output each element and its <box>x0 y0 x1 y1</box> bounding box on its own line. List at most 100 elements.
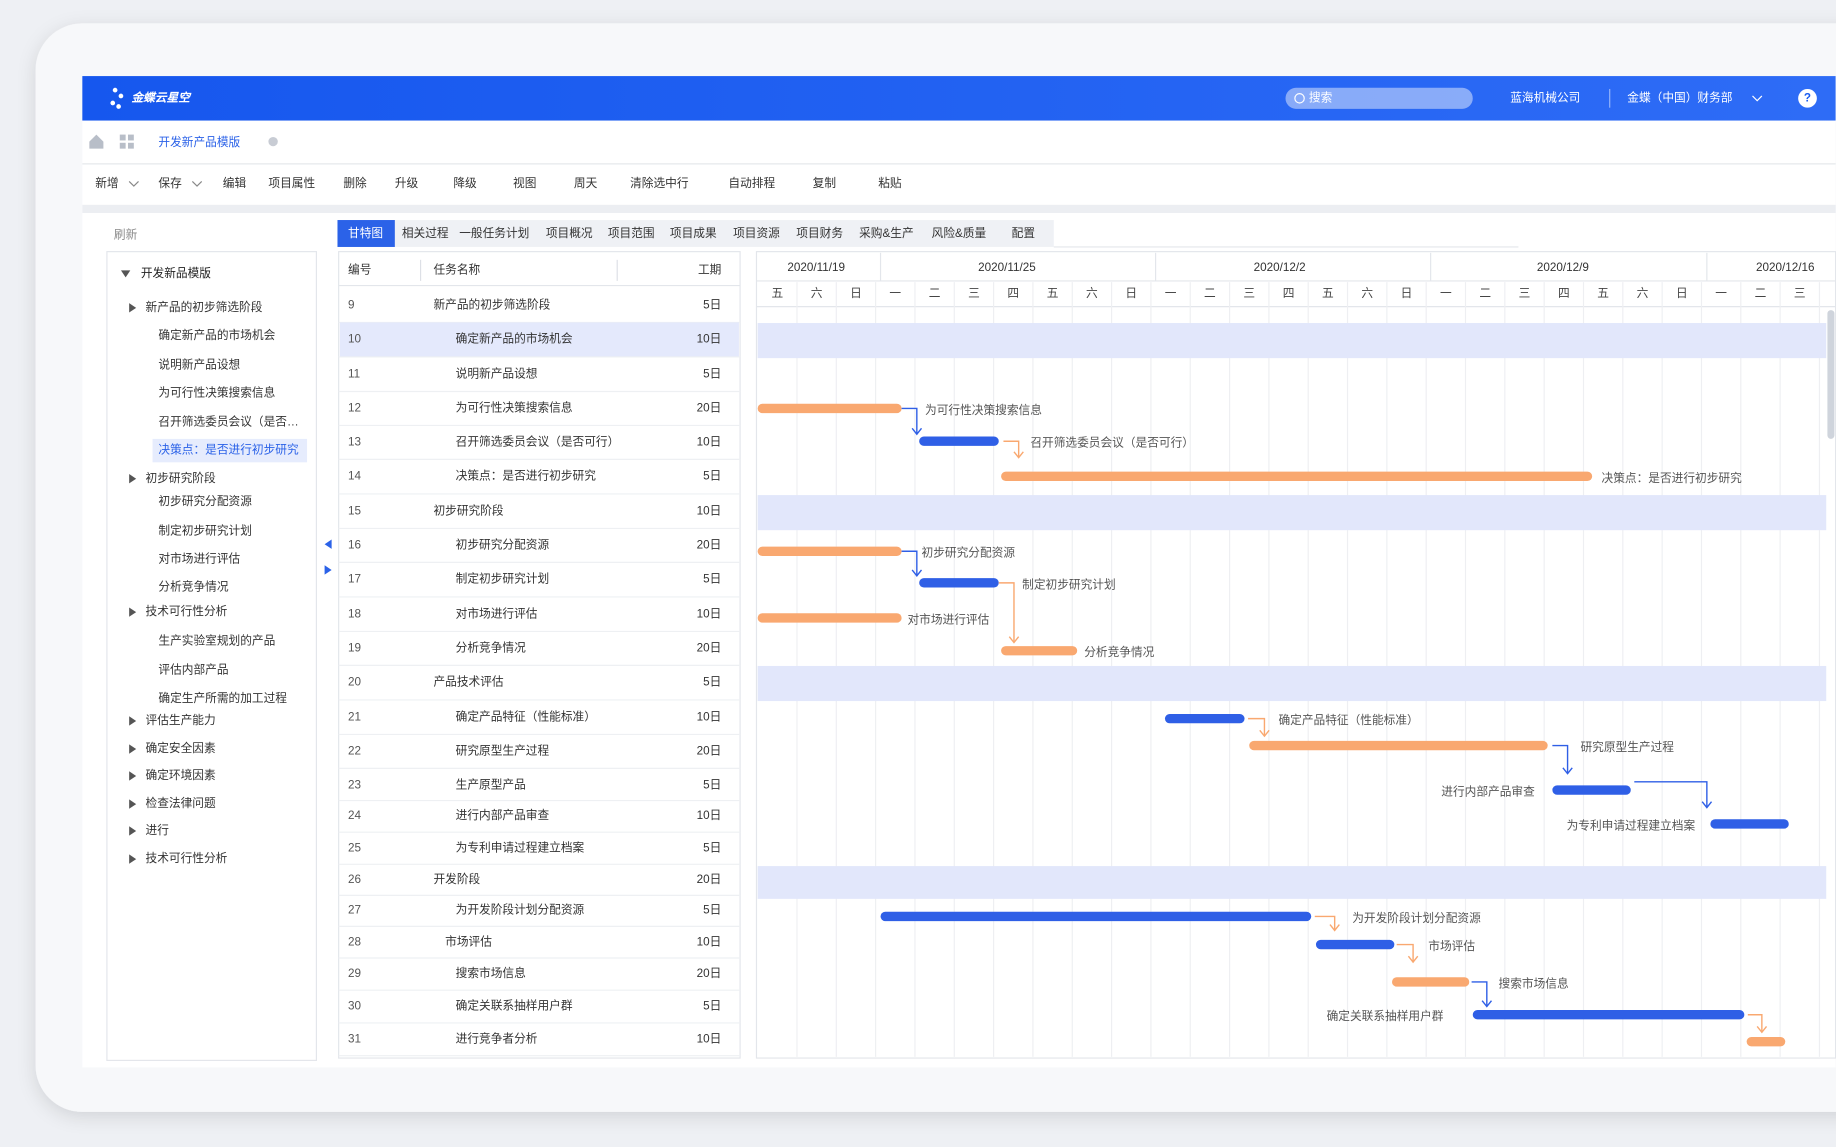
gantt-bar[interactable] <box>1710 819 1789 829</box>
tab[interactable]: 一般任务计划 <box>459 226 529 240</box>
toolbar-button[interactable]: 复制 <box>813 177 836 190</box>
tab-close[interactable] <box>268 136 278 147</box>
tree-item[interactable]: 决策点：是否进行初步研究 <box>158 443 299 457</box>
company[interactable]: 蓝海机械公司 <box>1510 90 1580 104</box>
task-id[interactable]: 25 <box>348 842 362 855</box>
task-id[interactable]: 21 <box>348 711 361 724</box>
tree-item[interactable]: 技术可行性分析 <box>146 604 228 618</box>
scrollbar[interactable] <box>1827 310 1835 439</box>
task-id[interactable]: 29 <box>348 967 361 980</box>
task-id[interactable]: 17 <box>348 572 361 585</box>
task-duration[interactable]: 5日 <box>703 1000 721 1013</box>
task-id[interactable]: 22 <box>348 744 361 757</box>
toolbar-button[interactable]: 自动排程 <box>728 176 775 190</box>
gantt-bar[interactable] <box>757 546 902 556</box>
toolbar-button[interactable]: 升级 <box>395 177 419 190</box>
task-id[interactable]: 24 <box>348 809 362 822</box>
tree-root[interactable]: 开发新品模版 <box>141 266 211 280</box>
tree-item[interactable]: 检查法律问题 <box>146 796 216 810</box>
task-name[interactable]: 确定产品特征（性能标准） <box>456 710 596 724</box>
task-duration[interactable]: 20日 <box>697 641 722 654</box>
tab[interactable]: 项目财务 <box>796 226 843 240</box>
task-id[interactable]: 28 <box>348 935 361 948</box>
task-duration[interactable]: 10日 <box>697 1032 722 1045</box>
toolbar-button[interactable]: 保存 <box>158 176 182 190</box>
task-id[interactable]: 16 <box>348 539 361 552</box>
task-name[interactable]: 说明新产品设想 <box>456 367 538 381</box>
task-duration[interactable]: 5日 <box>703 572 721 585</box>
task-name[interactable]: 为开发阶段计划分配资源 <box>456 903 585 917</box>
gantt-bar[interactable] <box>1315 939 1395 950</box>
task-duration[interactable]: 10日 <box>697 333 722 346</box>
task-name[interactable]: 初步研究分配资源 <box>456 538 550 552</box>
gantt-bar[interactable] <box>880 911 1312 922</box>
gantt-bar[interactable] <box>919 578 999 588</box>
toolbar-button[interactable]: 新增 <box>95 176 118 190</box>
task-id[interactable]: 23 <box>348 778 361 791</box>
gantt-bar[interactable] <box>1001 646 1078 656</box>
gantt-bar[interactable] <box>919 436 999 446</box>
tab[interactable]: 项目概况 <box>546 227 593 240</box>
tree-item[interactable]: 说明新产品设想 <box>158 357 240 371</box>
gantt-bar[interactable] <box>1392 977 1470 987</box>
search-box[interactable] <box>1285 87 1473 109</box>
toolbar-button[interactable]: 编辑 <box>223 176 247 190</box>
task-id[interactable]: 14 <box>348 469 362 482</box>
toolbar-button[interactable]: 降级 <box>453 176 477 190</box>
task-duration[interactable]: 10日 <box>697 935 722 948</box>
tab[interactable]: 风险&质量 <box>932 226 987 240</box>
task-id[interactable]: 20 <box>348 675 362 688</box>
gantt-bar[interactable] <box>1164 713 1245 724</box>
task-duration[interactable]: 5日 <box>703 904 721 917</box>
task-id[interactable]: 18 <box>348 608 361 621</box>
task-duration[interactable]: 10日 <box>697 711 722 724</box>
org[interactable]: 金蝶（中国）财务部 <box>1627 90 1733 104</box>
tab[interactable]: 采购&生产 <box>859 226 914 240</box>
toolbar-button[interactable]: 删除 <box>343 176 367 190</box>
task-duration[interactable]: 20日 <box>697 744 722 757</box>
task-duration[interactable]: 5日 <box>703 469 721 482</box>
toolbar-button[interactable]: 清除选中行 <box>630 176 689 190</box>
task-name[interactable]: 进行内部产品审查 <box>456 808 550 822</box>
task-name[interactable]: 进行竞争者分析 <box>456 1031 538 1045</box>
task-name[interactable]: 确定关联系抽样用户群 <box>456 999 573 1013</box>
task-name[interactable]: 制定初步研究计划 <box>456 571 550 585</box>
tab[interactable]: 甘特图 <box>348 226 383 240</box>
tree-item[interactable]: 初步研究阶段 <box>146 471 216 485</box>
help-icon[interactable]: ? <box>1804 91 1811 104</box>
gantt-bar[interactable] <box>1552 785 1631 795</box>
tree-item[interactable]: 召开筛选委员会议（是否… <box>158 415 298 429</box>
toolbar-button[interactable]: 视图 <box>513 176 536 190</box>
gantt-bar[interactable] <box>1746 1036 1786 1047</box>
gantt-bar[interactable] <box>1001 471 1593 482</box>
expand-arrow[interactable] <box>324 565 332 575</box>
task-name[interactable]: 初步研究阶段 <box>433 504 503 518</box>
task-id[interactable]: 19 <box>348 641 361 654</box>
help-button[interactable] <box>1798 88 1817 108</box>
tree-item[interactable]: 确定安全因素 <box>146 741 216 755</box>
task-id[interactable]: 31 <box>348 1032 361 1045</box>
tree-item[interactable]: 为可行性决策搜索信息 <box>158 385 275 399</box>
task-name[interactable]: 新产品的初步筛选阶段 <box>433 298 550 312</box>
task-duration[interactable]: 5日 <box>703 778 721 791</box>
tab[interactable]: 项目范围 <box>608 226 655 240</box>
apps-icon[interactable] <box>119 142 126 149</box>
task-duration[interactable]: 20日 <box>697 967 722 980</box>
page-tab[interactable]: 开发新产品模版 <box>158 135 240 149</box>
tree-item[interactable]: 生产实验室规划的产品 <box>158 633 275 647</box>
task-id[interactable]: 27 <box>348 904 361 917</box>
task-duration[interactable]: 20日 <box>697 539 722 552</box>
gantt-bar[interactable] <box>1249 740 1548 751</box>
task-duration[interactable]: 5日 <box>703 675 721 688</box>
task-name[interactable]: 为可行性决策搜索信息 <box>456 401 573 415</box>
task-duration[interactable]: 10日 <box>697 505 722 518</box>
toolbar-button[interactable]: 粘贴 <box>878 176 902 190</box>
tab[interactable]: 相关过程 <box>402 226 449 240</box>
refresh-button[interactable]: 刷新 <box>114 227 138 241</box>
toolbar-button[interactable]: 项目属性 <box>268 176 315 190</box>
task-id[interactable]: 26 <box>348 873 361 886</box>
tree-item[interactable]: 新产品的初步筛选阶段 <box>146 300 263 314</box>
gantt-bar[interactable] <box>757 403 902 414</box>
task-duration[interactable]: 20日 <box>697 402 722 415</box>
tree-item[interactable]: 评估内部产品 <box>158 663 228 677</box>
